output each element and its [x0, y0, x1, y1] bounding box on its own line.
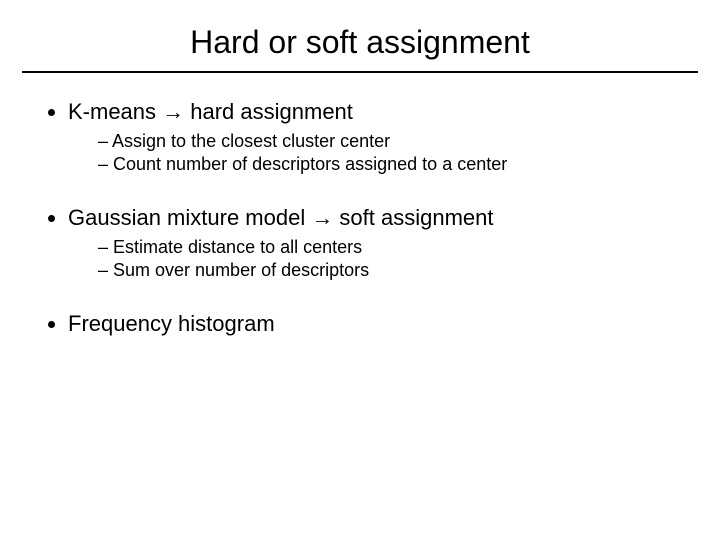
sub-bullet-list: Estimate distance to all centers Sum ove…	[68, 237, 680, 281]
bullet-text: Gaussian mixture model → soft assignment	[68, 205, 494, 230]
bullet-item: Frequency histogram	[68, 311, 680, 337]
bullet-list: K-means → hard assignment Assign to the …	[40, 99, 680, 337]
sub-bullet-item: Count number of descriptors assigned to …	[98, 154, 680, 175]
slide-content: K-means → hard assignment Assign to the …	[0, 73, 720, 337]
sub-bullet-item: Estimate distance to all centers	[98, 237, 680, 258]
bullet-text: Frequency histogram	[68, 311, 275, 336]
sub-bullet-list: Assign to the closest cluster center Cou…	[68, 131, 680, 175]
sub-bullet-item: Sum over number of descriptors	[98, 260, 680, 281]
bullet-text: K-means → hard assignment	[68, 99, 353, 124]
bullet-item: K-means → hard assignment Assign to the …	[68, 99, 680, 175]
slide-title: Hard or soft assignment	[0, 0, 720, 71]
bullet-item: Gaussian mixture model → soft assignment…	[68, 205, 680, 281]
slide: Hard or soft assignment K-means → hard a…	[0, 0, 720, 540]
sub-bullet-item: Assign to the closest cluster center	[98, 131, 680, 152]
